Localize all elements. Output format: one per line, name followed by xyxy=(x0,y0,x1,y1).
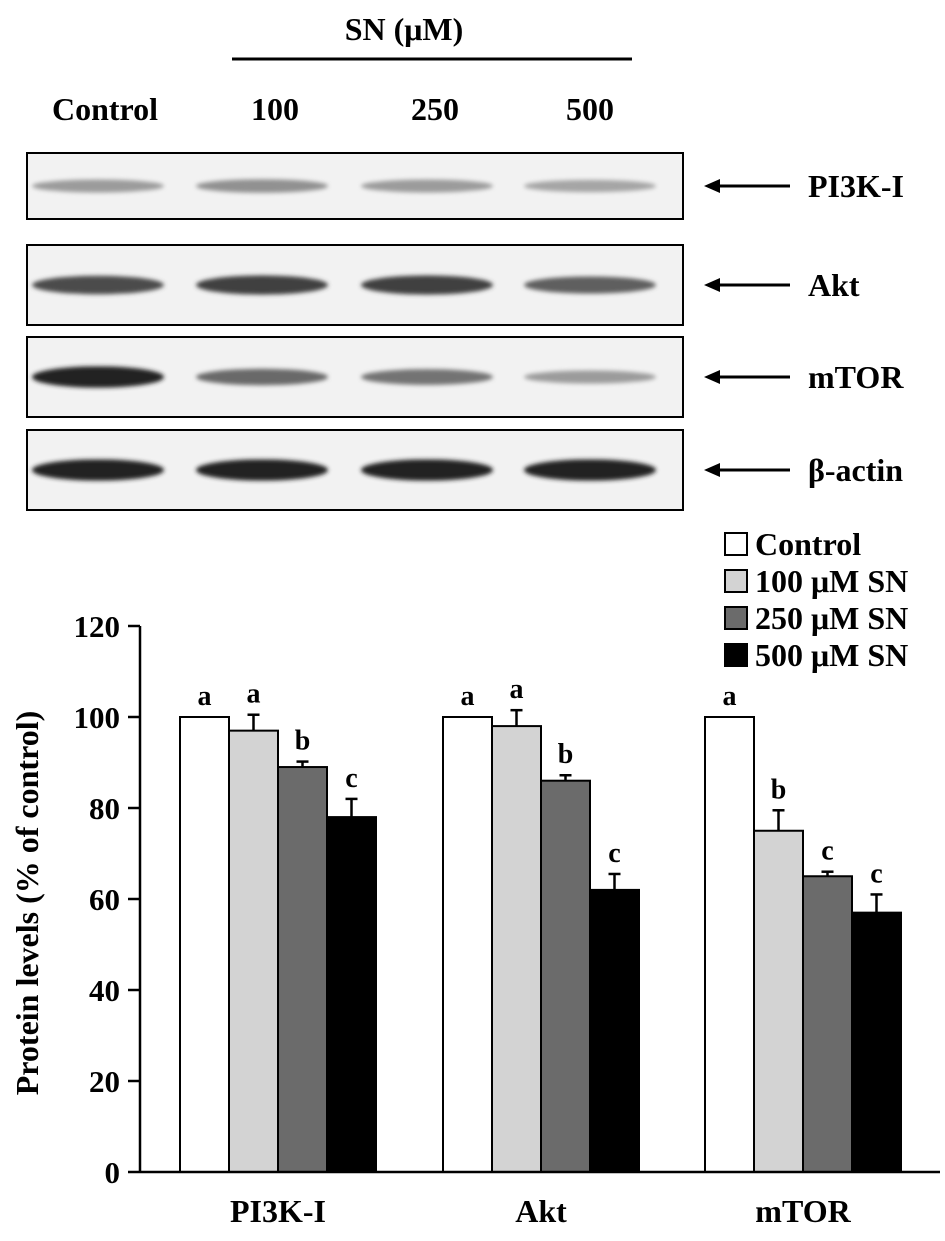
bar-0-1 xyxy=(228,729,279,1174)
blot-band xyxy=(196,459,328,481)
bar-1-3 xyxy=(589,888,640,1174)
y-tick-label: 100 xyxy=(74,700,121,735)
blot-band xyxy=(361,459,493,481)
y-tick-label: 40 xyxy=(89,973,120,1008)
blot-band xyxy=(32,366,164,388)
y-tick-label: 0 xyxy=(105,1155,121,1190)
western-blot-panels: PI3K-I Akt mTOR β-actin xyxy=(26,152,904,511)
blot-row-2: mTOR xyxy=(26,336,904,418)
legend-label: Control xyxy=(755,526,861,562)
blot-protein-label: PI3K-I xyxy=(808,168,904,204)
significance-letter: c xyxy=(345,763,357,794)
blot-band xyxy=(524,276,656,294)
significance-letter: c xyxy=(608,838,620,869)
legend-label: 250 μM SN xyxy=(755,600,908,636)
significance-letter: a xyxy=(510,674,524,705)
bar-2-2 xyxy=(802,875,853,1173)
significance-letter: a xyxy=(461,681,475,712)
significance-letter: b xyxy=(558,739,574,770)
bar-2-0 xyxy=(704,716,755,1173)
arrow-head-icon xyxy=(704,463,720,477)
bar-1-1 xyxy=(491,725,542,1173)
blot-protein-label: Akt xyxy=(808,267,860,303)
lane-label-control: Control xyxy=(52,91,158,127)
legend-swatch xyxy=(724,606,748,630)
y-axis-label: Protein levels (% of control) xyxy=(9,711,45,1096)
lane-label-500: 500 xyxy=(566,91,614,127)
blot-row-3: β-actin xyxy=(26,429,903,511)
bar-2-1 xyxy=(753,829,804,1173)
significance-letter: b xyxy=(771,774,787,805)
x-tick-label: mTOR xyxy=(755,1193,851,1229)
bar-2-3 xyxy=(851,911,902,1174)
legend-swatch xyxy=(724,569,748,593)
arrow-head-icon xyxy=(704,370,720,384)
blot-band xyxy=(196,179,328,193)
bar-0-3 xyxy=(326,816,377,1173)
legend-label: 500 μM SN xyxy=(755,637,908,673)
bar-chart: 0 20 40 60 80 100 120 a a b c a a b c a b c c PI3K-I Akt mT… xyxy=(9,526,940,1229)
blot-band xyxy=(524,459,656,481)
bar-series: a a b c a a b c a b c c xyxy=(179,674,902,1174)
bar-1-2 xyxy=(540,779,591,1173)
significance-letter: c xyxy=(821,836,833,867)
significance-letter: a xyxy=(723,681,737,712)
legend-label: 100 μM SN xyxy=(755,563,908,599)
bar-0-0 xyxy=(179,716,230,1173)
arrow-head-icon xyxy=(704,278,720,292)
significance-letter: a xyxy=(198,681,212,712)
blot-protein-label: mTOR xyxy=(808,359,904,395)
legend-swatch xyxy=(724,643,748,667)
blot-band xyxy=(361,369,493,385)
blot-band xyxy=(32,179,164,193)
y-axis: 0 20 40 60 80 100 120 xyxy=(74,609,142,1190)
blot-protein-label: β-actin xyxy=(808,452,903,488)
blot-band xyxy=(361,179,493,193)
y-tick-label: 60 xyxy=(89,882,120,917)
blot-row-1: Akt xyxy=(26,244,860,326)
legend-swatch xyxy=(724,532,748,556)
y-tick-label: 20 xyxy=(89,1064,120,1099)
x-axis: PI3K-I Akt mTOR xyxy=(140,1170,940,1229)
blot-band xyxy=(32,275,164,295)
lane-label-100: 100 xyxy=(251,91,299,127)
bar-0-2 xyxy=(277,766,328,1173)
blot-band xyxy=(361,275,493,295)
blot-header: SN (μM) Control 100 250 500 xyxy=(52,11,632,127)
y-tick-label: 80 xyxy=(89,791,120,826)
y-tick-label: 120 xyxy=(74,609,121,644)
significance-letter: a xyxy=(247,679,261,710)
blot-band xyxy=(524,370,656,384)
blot-band xyxy=(32,459,164,481)
significance-letter: c xyxy=(870,858,882,889)
arrow-head-icon xyxy=(704,179,720,193)
blot-band xyxy=(196,275,328,295)
blot-band xyxy=(524,179,656,193)
blot-band xyxy=(196,368,328,386)
x-tick-label: PI3K-I xyxy=(230,1193,326,1229)
x-tick-label: Akt xyxy=(515,1193,567,1229)
lane-label-250: 250 xyxy=(411,91,459,127)
bar-1-0 xyxy=(442,716,493,1173)
treatment-label: SN (μM) xyxy=(345,11,464,47)
blot-row-0: PI3K-I xyxy=(26,152,904,220)
significance-letter: b xyxy=(295,726,311,757)
